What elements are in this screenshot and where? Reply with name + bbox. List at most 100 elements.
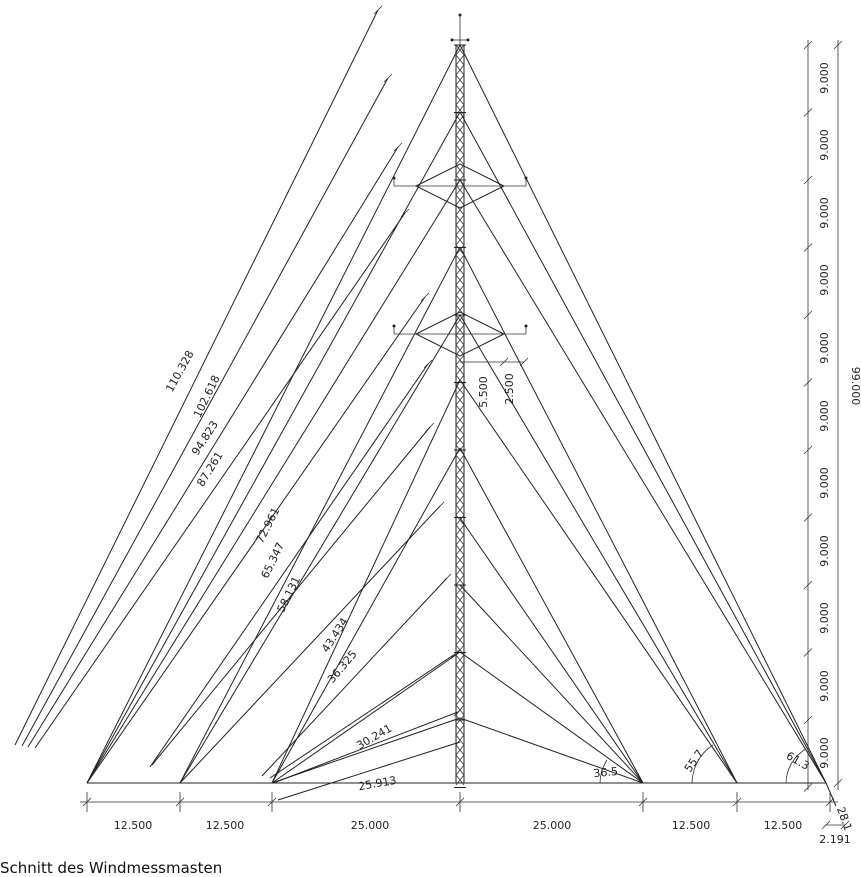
mast-lattice bbox=[455, 214, 465, 226]
mast-lattice bbox=[455, 84, 465, 96]
mast-lattice bbox=[455, 674, 465, 686]
mast-lattice bbox=[455, 564, 465, 576]
mast-lattice bbox=[455, 434, 465, 446]
angle-arc bbox=[599, 759, 608, 784]
dimension-tick bbox=[803, 580, 813, 590]
guy-wire bbox=[459, 314, 738, 784]
dimension-tick bbox=[803, 243, 813, 252]
mast-lattice bbox=[455, 164, 465, 176]
guy-wire bbox=[271, 379, 461, 784]
mast-lattice bbox=[455, 634, 465, 646]
mast-lattice bbox=[455, 524, 465, 536]
mast-lattice bbox=[455, 294, 465, 306]
anemometer bbox=[392, 324, 396, 328]
mast-lattice bbox=[455, 484, 465, 496]
mast-lattice bbox=[455, 234, 465, 246]
drawing-caption: Schnitt des Windmessmasten bbox=[0, 859, 223, 877]
mast-lattice bbox=[455, 344, 465, 356]
mast-lattice bbox=[455, 454, 465, 466]
mast-lattice bbox=[455, 364, 465, 376]
dimension-tick bbox=[519, 357, 529, 367]
segment-height: 9.000 bbox=[818, 737, 831, 769]
dimension-tick bbox=[803, 175, 813, 185]
arm-dimension: 5.500 bbox=[477, 376, 490, 408]
guy-wire bbox=[275, 711, 459, 783]
mast-lattice bbox=[455, 314, 465, 326]
dimension-tick bbox=[821, 820, 831, 830]
guy-wire bbox=[86, 111, 461, 784]
guy-wire bbox=[21, 77, 389, 747]
dimension-tick bbox=[833, 40, 843, 50]
guy-wire bbox=[459, 111, 827, 784]
mast-lattice bbox=[455, 644, 465, 656]
angle-label: 28.1 bbox=[834, 805, 855, 832]
guy-wire bbox=[459, 447, 644, 784]
segment-height: 9.000 bbox=[818, 129, 831, 161]
dimension-tick bbox=[803, 648, 813, 657]
dimension-tick bbox=[420, 292, 430, 302]
guy-wire bbox=[27, 146, 399, 748]
mast-lattice bbox=[455, 394, 465, 406]
mast-lattice bbox=[455, 224, 465, 236]
bottom-dimension: 25.000 bbox=[533, 819, 572, 832]
mast-lattice bbox=[455, 754, 465, 766]
segment-height: 9.000 bbox=[818, 602, 831, 634]
guy-wire bbox=[86, 296, 426, 784]
bottom-dimension: 12.500 bbox=[672, 819, 711, 832]
mast-lattice bbox=[455, 354, 465, 366]
guy-wire bbox=[179, 314, 461, 784]
guy-wire bbox=[459, 651, 644, 784]
dimension-tick bbox=[803, 40, 813, 50]
arm-dimension: 2.500 bbox=[503, 373, 516, 405]
mast-lattice bbox=[455, 54, 465, 66]
angle-label: 36.5 bbox=[593, 765, 619, 780]
dimension-tick bbox=[803, 445, 813, 455]
dimension-tick bbox=[442, 573, 452, 583]
dimension-tick bbox=[435, 501, 445, 511]
angle-arc bbox=[691, 744, 714, 784]
mast-lattice bbox=[455, 184, 465, 196]
segment-height: 9.000 bbox=[818, 332, 831, 364]
dimension-tick bbox=[373, 5, 383, 15]
mast-lattice bbox=[455, 134, 465, 146]
guy-wire bbox=[179, 246, 461, 784]
mast-lattice bbox=[455, 384, 465, 396]
guy-wire bbox=[277, 741, 461, 801]
mast-lattice bbox=[455, 504, 465, 516]
mast-lattice bbox=[455, 124, 465, 136]
offset-dimension: 2.191 bbox=[819, 833, 851, 846]
guy-wires bbox=[14, 5, 837, 807]
mast-lattice bbox=[455, 144, 465, 156]
mast-lattice bbox=[455, 494, 465, 506]
dimension-tick bbox=[803, 310, 813, 320]
mast-lattice bbox=[455, 704, 465, 716]
mast-lattice bbox=[455, 764, 465, 776]
mast-lattice bbox=[455, 284, 465, 296]
dimension-tick bbox=[803, 108, 813, 117]
guy-wire bbox=[271, 717, 461, 784]
mast-lattice bbox=[455, 614, 465, 626]
guy-wire bbox=[459, 379, 738, 784]
mast-lattice bbox=[455, 324, 465, 336]
segment-height: 9.000 bbox=[818, 197, 831, 229]
guy-wire bbox=[459, 246, 738, 784]
guy-length-label: 25.913 bbox=[357, 774, 397, 793]
mast-lattice bbox=[455, 404, 465, 416]
total-height: 99.000 bbox=[849, 367, 861, 406]
guy-wire bbox=[459, 44, 827, 784]
guy-wire bbox=[459, 717, 644, 784]
dimension-tick bbox=[393, 142, 403, 152]
sensor bbox=[450, 38, 454, 42]
mast-lattice bbox=[455, 544, 465, 556]
dimension-tick bbox=[803, 783, 813, 792]
guy-wire bbox=[34, 212, 406, 749]
guy-wire bbox=[269, 653, 456, 779]
dimension-tick bbox=[383, 73, 393, 83]
bottom-dimension: 12.500 bbox=[764, 819, 803, 832]
guy-wire bbox=[86, 44, 461, 784]
mast-lattice bbox=[455, 64, 465, 76]
mast-lattice bbox=[455, 684, 465, 696]
dimension-tick bbox=[840, 820, 850, 830]
bottom-dimension: 12.500 bbox=[206, 819, 245, 832]
